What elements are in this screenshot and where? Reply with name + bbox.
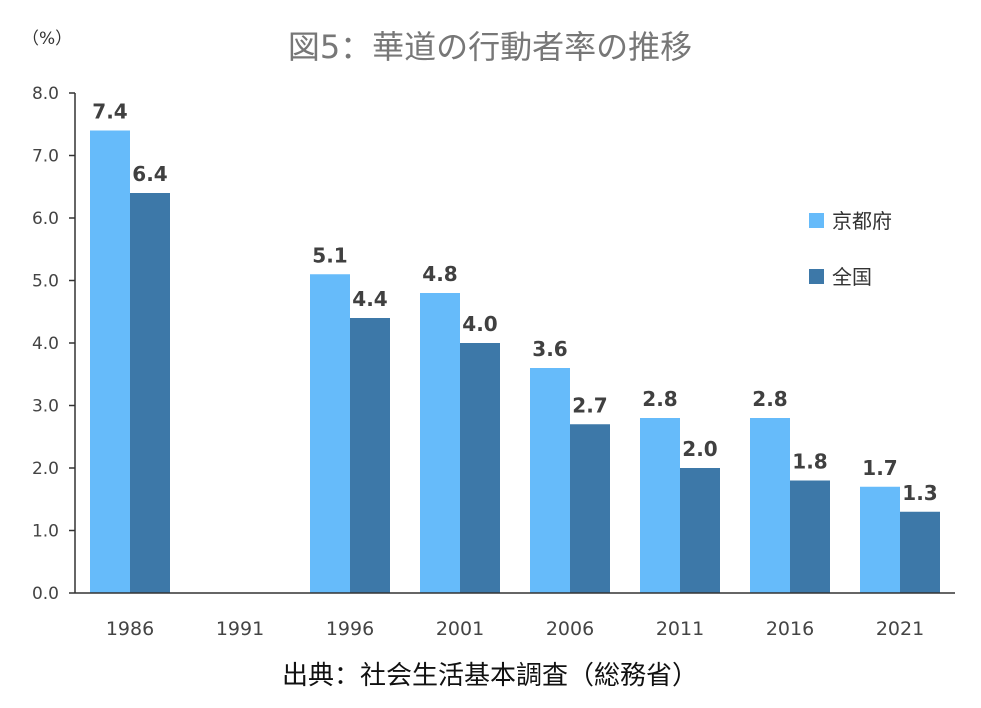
data-label-0-4: 3.6: [532, 337, 567, 361]
data-label-1-3: 4.0: [462, 312, 497, 336]
bar-0-6: [750, 418, 790, 593]
bars: [90, 130, 940, 593]
chart-title: 図5：華道の行動者率の推移: [288, 28, 692, 66]
y-tick-label: 5.0: [32, 272, 59, 292]
data-label-0-2: 5.1: [312, 243, 347, 267]
bar-1-0: [130, 193, 170, 593]
x-tick-label: 2021: [876, 618, 924, 640]
x-tick-label: 2006: [546, 618, 594, 640]
legend-swatch-0: [809, 213, 824, 228]
data-label-1-0: 6.4: [132, 162, 167, 186]
data-label-0-6: 2.8: [752, 387, 787, 411]
legend-swatch-1: [809, 269, 824, 284]
y-tick-label: 2.0: [32, 459, 59, 479]
bar-0-2: [310, 274, 350, 593]
data-label-0-5: 2.8: [642, 387, 677, 411]
y-tick-label: 6.0: [32, 209, 59, 229]
x-tick-label: 2001: [436, 618, 484, 640]
y-tick-label: 8.0: [32, 84, 59, 104]
y-tick-label: 3.0: [32, 397, 59, 417]
bar-1-3: [460, 343, 500, 593]
y-axis-ticks: 0.0 1.0 2.0 3.0 4.0 5.0 6.0 7.0 8.0: [32, 84, 75, 604]
y-tick-label: 0.0: [32, 584, 59, 604]
data-label-0-3: 4.8: [422, 262, 457, 286]
bar-0-4: [530, 368, 570, 593]
data-label-0-0: 7.4: [92, 100, 127, 124]
bar-0-5: [640, 418, 680, 593]
x-tick-label: 1991: [216, 618, 264, 640]
bar-1-6: [790, 480, 830, 593]
bar-1-5: [680, 468, 720, 593]
bar-0-0: [90, 130, 130, 593]
data-labels: 7.4 5.1 4.8 3.6 2.8 2.8 1.7 6.4 4.4 4.0 2.7 2.0 1.8 1…: [92, 100, 937, 505]
data-label-1-6: 1.8: [792, 450, 827, 474]
legend-label-1: 全国: [832, 265, 872, 289]
data-label-1-7: 1.3: [902, 481, 937, 505]
x-tick-label: 2016: [766, 618, 814, 640]
y-unit-label: （%）: [22, 29, 72, 49]
x-axis-ticks: 1986 1991 1996 2001 2006 2011 2016 2021: [106, 618, 924, 640]
bar-1-2: [350, 318, 390, 593]
data-label-1-5: 2.0: [682, 437, 717, 461]
legend-label-0: 京都府: [832, 209, 892, 233]
bar-1-7: [900, 511, 940, 593]
source-note: 出典：社会生活基本調査（総務省）: [282, 661, 698, 691]
x-tick-label: 1996: [326, 618, 374, 640]
bar-1-4: [570, 424, 610, 593]
data-label-0-7: 1.7: [862, 456, 897, 480]
data-label-1-2: 4.4: [352, 287, 387, 311]
y-tick-label: 1.0: [32, 522, 59, 542]
bar-0-7: [860, 486, 900, 593]
x-tick-label: 1986: [106, 618, 154, 640]
y-tick-label: 7.0: [32, 147, 59, 167]
x-tick-label: 2011: [656, 618, 704, 640]
y-tick-label: 4.0: [32, 334, 59, 354]
bar-0-3: [420, 293, 460, 593]
data-label-1-4: 2.7: [572, 393, 607, 417]
